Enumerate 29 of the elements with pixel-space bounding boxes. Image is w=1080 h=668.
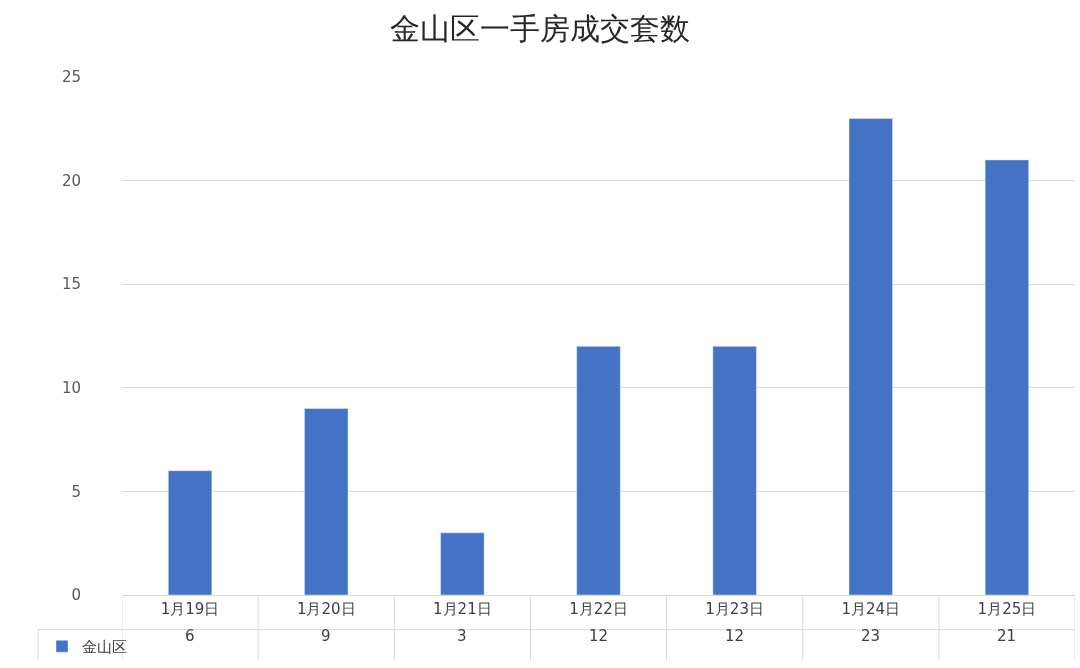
bar	[576, 346, 621, 595]
data-label: 3	[457, 627, 467, 645]
chart-title: 金山区一手房成交套数	[390, 11, 690, 46]
data-label: 12	[589, 627, 609, 645]
data-label: 6	[185, 627, 195, 645]
x-tick-label: 1月20日	[296, 600, 356, 618]
data-label: 21	[997, 627, 1017, 645]
legend-label: 金山区	[82, 638, 127, 657]
bar	[440, 532, 485, 595]
y-tick-label: 25	[61, 68, 81, 87]
bar	[984, 159, 1029, 595]
bar	[304, 408, 349, 595]
bar	[712, 346, 757, 595]
y-tick-label: 0	[71, 586, 81, 605]
bar	[168, 470, 213, 595]
bar	[848, 118, 893, 595]
data-label: 9	[321, 627, 331, 645]
x-tick-label: 1月21日	[433, 600, 492, 618]
data-label: 12	[725, 627, 745, 645]
x-tick-label: 1月19日	[160, 600, 220, 618]
y-tick-label: 5	[71, 482, 81, 501]
y-tick-label: 20	[61, 171, 81, 190]
y-tick-label: 10	[61, 379, 81, 398]
x-tick-label: 1月23日	[705, 600, 764, 618]
x-tick-label: 1月25日	[977, 600, 1037, 618]
y-tick-label: 15	[61, 275, 81, 294]
x-tick-label: 1月22日	[569, 600, 628, 618]
data-label: 23	[861, 627, 881, 645]
x-tick-label: 1月24日	[841, 600, 901, 618]
